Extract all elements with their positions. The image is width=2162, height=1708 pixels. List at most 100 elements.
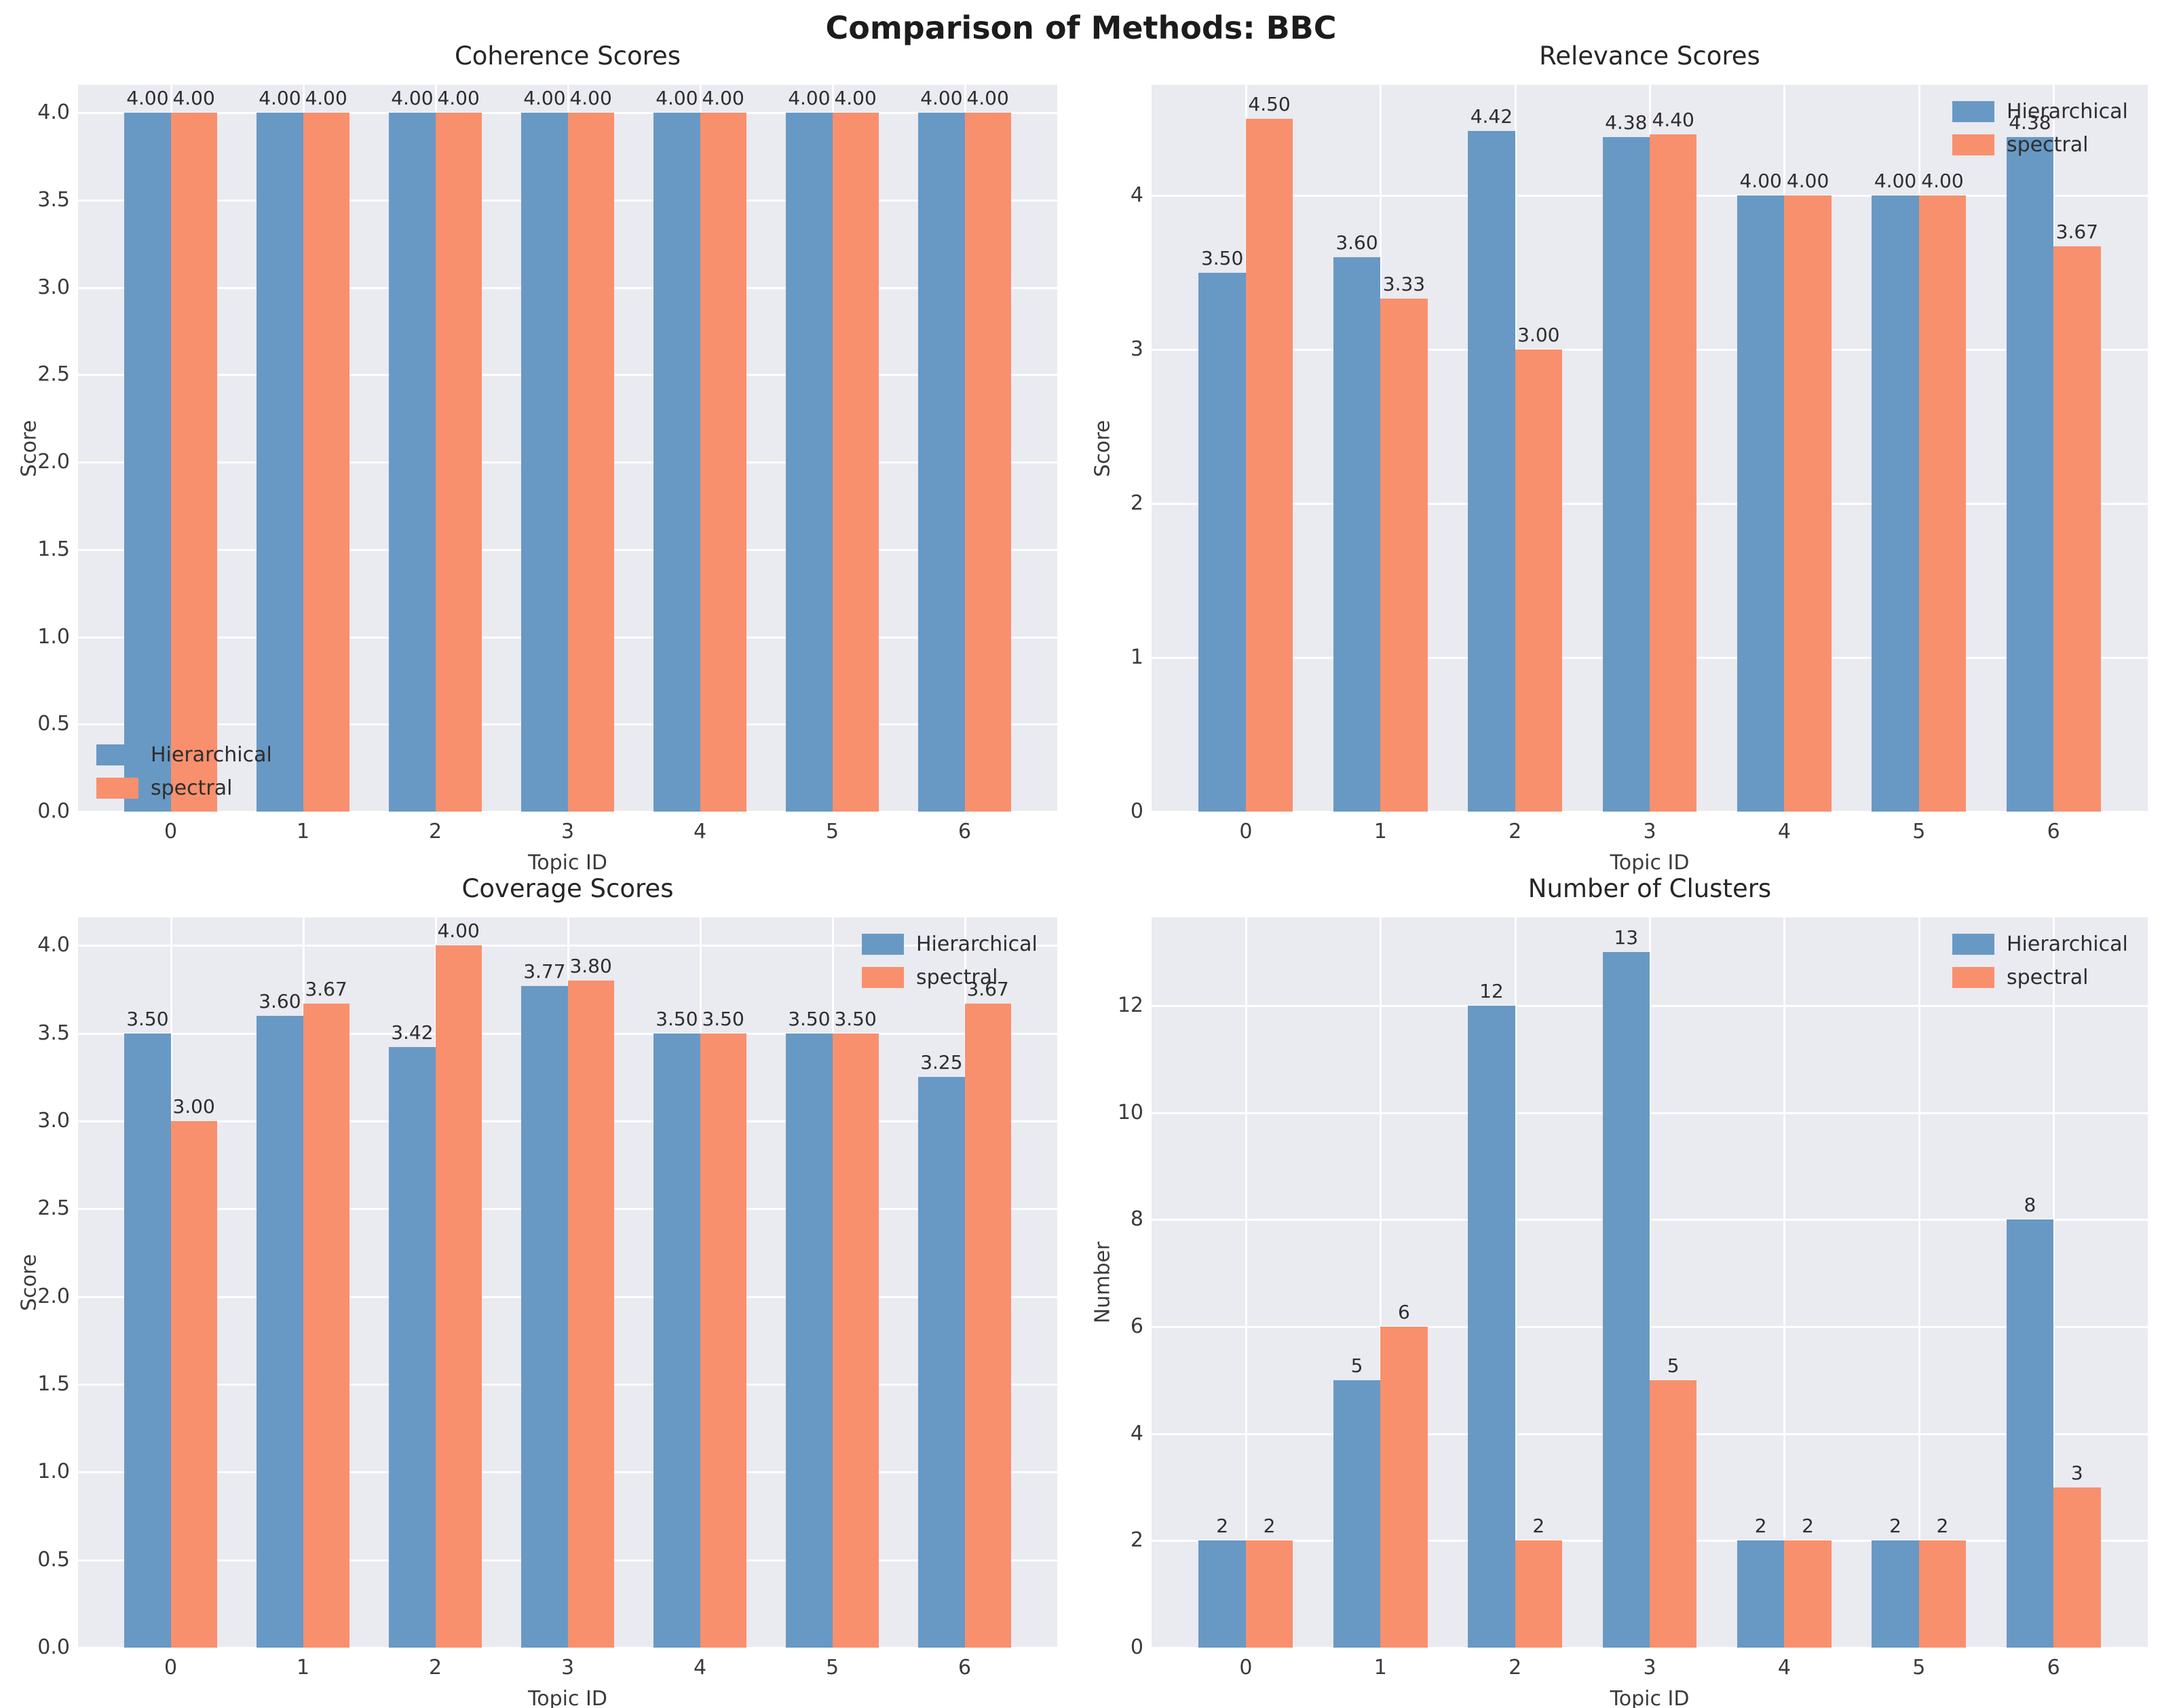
y-tick-label: 1 (1130, 645, 1143, 670)
bar-value-label: 4.00 (1874, 170, 1917, 193)
y-tick-label: 2.5 (37, 1196, 70, 1221)
bar-hierarchical-topic-5 (1872, 1540, 1919, 1648)
legend-item-hierarchical: Hierarchical (1952, 932, 2128, 956)
bar-value-label: 13 (1614, 926, 1639, 949)
bar-spectral-topic-6 (2053, 1487, 2101, 1648)
bar-value-label: 3.50 (834, 1007, 877, 1030)
bar-value-label: 4.00 (656, 87, 698, 110)
bar-hierarchical-topic-2 (1468, 1006, 1515, 1648)
x-tick-label: 4 (693, 1656, 707, 1679)
legend-swatch-hierarchical (862, 934, 904, 955)
x-tick-label: 1 (296, 1656, 310, 1679)
x-tick-label: 5 (825, 1656, 839, 1679)
bar-hierarchical-topic-1 (1333, 1380, 1381, 1648)
legend-swatch-hierarchical (96, 744, 138, 765)
y-axis-label: Score (17, 419, 41, 477)
y-tick-label: 3.0 (37, 275, 70, 299)
y-tick-label: 2.0 (37, 450, 70, 474)
legend-label: Hierarchical (2007, 932, 2128, 956)
bar-value-label: 4.00 (966, 87, 1009, 110)
bar-value-label: 4.00 (1921, 170, 1964, 193)
bar-hierarchical-topic-6 (918, 1077, 965, 1648)
bar-value-label: 3 (2070, 1461, 2083, 1484)
y-tick-label: 1.0 (37, 1460, 70, 1484)
gridline-horizontal (1152, 811, 2148, 813)
gridline-vertical (1514, 917, 1517, 1648)
y-tick-label: 0 (1130, 799, 1143, 823)
x-tick-label: 5 (1912, 1656, 1926, 1679)
y-tick-label: 0.5 (37, 1547, 70, 1572)
bar-spectral-topic-2 (1515, 349, 1563, 812)
bar-value-label: 4.00 (259, 87, 301, 110)
bar-spectral-topic-0 (170, 1121, 217, 1648)
bar-spectral-topic-3 (567, 113, 614, 812)
bar-value-label: 3.50 (126, 1007, 169, 1030)
x-tick-label: 3 (561, 1656, 575, 1679)
bar-value-label: 4.00 (788, 87, 831, 110)
y-tick-label: 4.0 (37, 933, 70, 957)
y-tick-label: 6 (1130, 1314, 1143, 1339)
x-axis-label: Topic ID (1610, 1687, 1690, 1708)
bar-spectral-topic-0 (1245, 118, 1293, 812)
bar-hierarchical-topic-4 (653, 113, 700, 812)
bar-value-label: 4.00 (172, 87, 215, 110)
bar-hierarchical-topic-0 (1198, 272, 1246, 812)
legend-swatch-spectral (862, 967, 904, 988)
legend-label: Hierarchical (2007, 100, 2128, 124)
bar-spectral-topic-3 (1650, 1380, 1697, 1648)
bar-value-label: 4.00 (920, 87, 963, 110)
y-tick-label: 1.0 (37, 624, 70, 649)
bar-value-label: 4.00 (126, 87, 169, 110)
legend-item-spectral: spectral (96, 776, 272, 800)
y-axis-label: Number (1091, 1241, 1115, 1324)
figure-title: Comparison of Methods: BBC (825, 10, 1337, 46)
bar-value-label: 4.00 (1786, 170, 1829, 193)
bar-spectral-topic-0 (1245, 1540, 1293, 1648)
y-tick-label: 10 (1117, 1100, 1143, 1124)
chart-title: Coverage Scores (461, 874, 674, 903)
x-tick-label: 6 (2047, 820, 2060, 843)
bar-hierarchical-topic-0 (1198, 1540, 1246, 1648)
bar-hierarchical-topic-3 (1602, 137, 1650, 812)
bar-hierarchical-topic-5 (786, 1033, 833, 1648)
bar-value-label: 3.77 (523, 960, 566, 983)
gridline-vertical (1245, 917, 1247, 1648)
legend: Hierarchical spectral (96, 743, 272, 800)
bar-value-label: 6 (1398, 1301, 1410, 1324)
bar-hierarchical-topic-2 (389, 1047, 436, 1648)
bar-hierarchical-topic-5 (1872, 195, 1919, 812)
legend-label: spectral (916, 966, 998, 989)
y-axis-label: Score (17, 1253, 41, 1312)
x-tick-label: 4 (1777, 820, 1791, 843)
gridline-horizontal (1152, 1647, 2148, 1649)
bar-value-label: 5 (1667, 1354, 1680, 1377)
bar-hierarchical-topic-5 (786, 113, 833, 812)
bar-spectral-topic-4 (700, 1033, 746, 1648)
bar-value-label: 3.60 (1335, 231, 1378, 254)
x-tick-label: 6 (957, 1656, 972, 1679)
bar-spectral-topic-5 (832, 1033, 879, 1648)
bar-spectral-topic-5 (832, 113, 879, 812)
x-tick-label: 5 (1912, 820, 1926, 843)
bar-value-label: 3.42 (391, 1021, 434, 1044)
x-tick-label: 0 (1239, 1656, 1253, 1679)
x-tick-label: 1 (1373, 820, 1387, 843)
bar-value-label: 3.67 (966, 977, 1009, 1000)
gridline-vertical (1380, 917, 1382, 1648)
x-axis-label: Topic ID (528, 851, 607, 875)
bar-value-label: 2 (1889, 1515, 1901, 1538)
gridline-vertical (1783, 917, 1786, 1648)
bar-value-label: 3.50 (702, 1007, 744, 1030)
bar-hierarchical-topic-3 (521, 985, 568, 1648)
legend-item-hierarchical: Hierarchical (96, 743, 272, 767)
y-tick-label: 3.5 (37, 1021, 70, 1045)
legend-swatch-spectral (1952, 967, 1994, 988)
y-tick-label: 2.5 (37, 362, 70, 387)
bar-value-label: 3.80 (569, 955, 612, 978)
legend-label: Hierarchical (916, 932, 1038, 956)
bar-value-label: 3.33 (1382, 273, 1426, 296)
bar-value-label: 8 (2024, 1194, 2036, 1217)
